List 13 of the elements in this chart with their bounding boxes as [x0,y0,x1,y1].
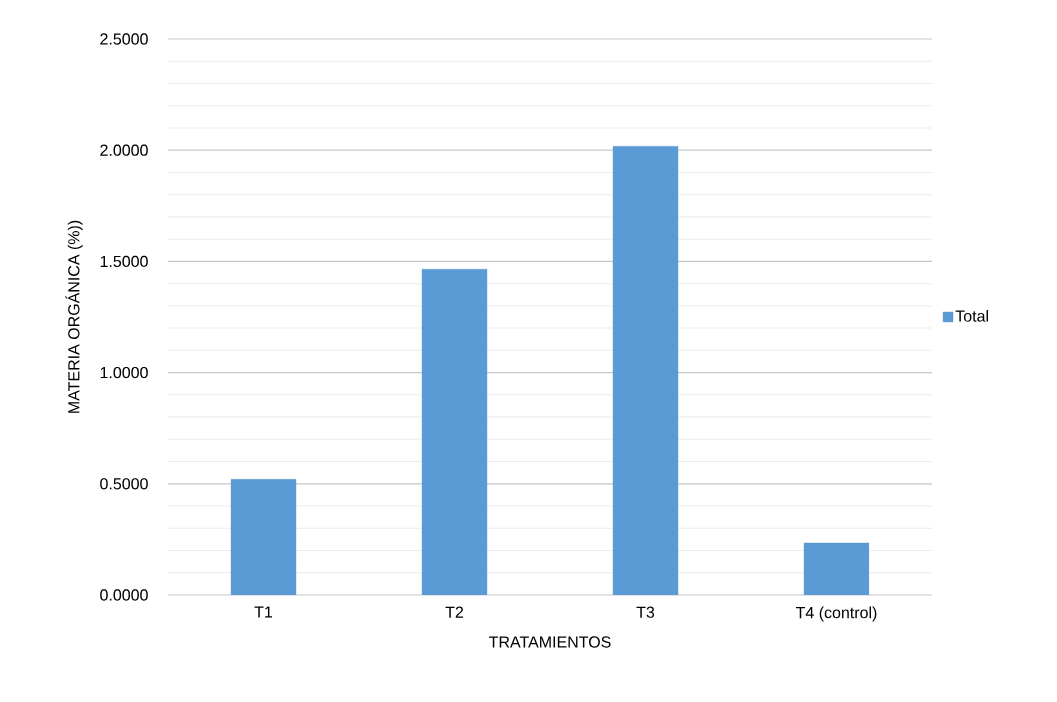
y-tick-label: 1.5000 [100,255,148,268]
y-tick-label: 2.5000 [100,33,148,45]
legend-label: Total [955,310,988,322]
x-tick-label: T4 (control) [795,606,877,622]
x-tick-label: T2 [445,606,464,618]
x-tick-label: T1 [254,606,273,618]
x-tick-label: T3 [636,606,655,618]
y-axis-title: MATERIA ORGÁNICA (%)) [65,220,83,413]
y-tick-label: 0.0000 [100,589,148,601]
y-tick-label: 1.0000 [100,366,148,379]
y-tick-label: 0.5000 [100,478,148,490]
x-axis-title: TRATAMIENTOS [489,636,611,648]
y-tick-label: 2.0000 [100,144,148,156]
